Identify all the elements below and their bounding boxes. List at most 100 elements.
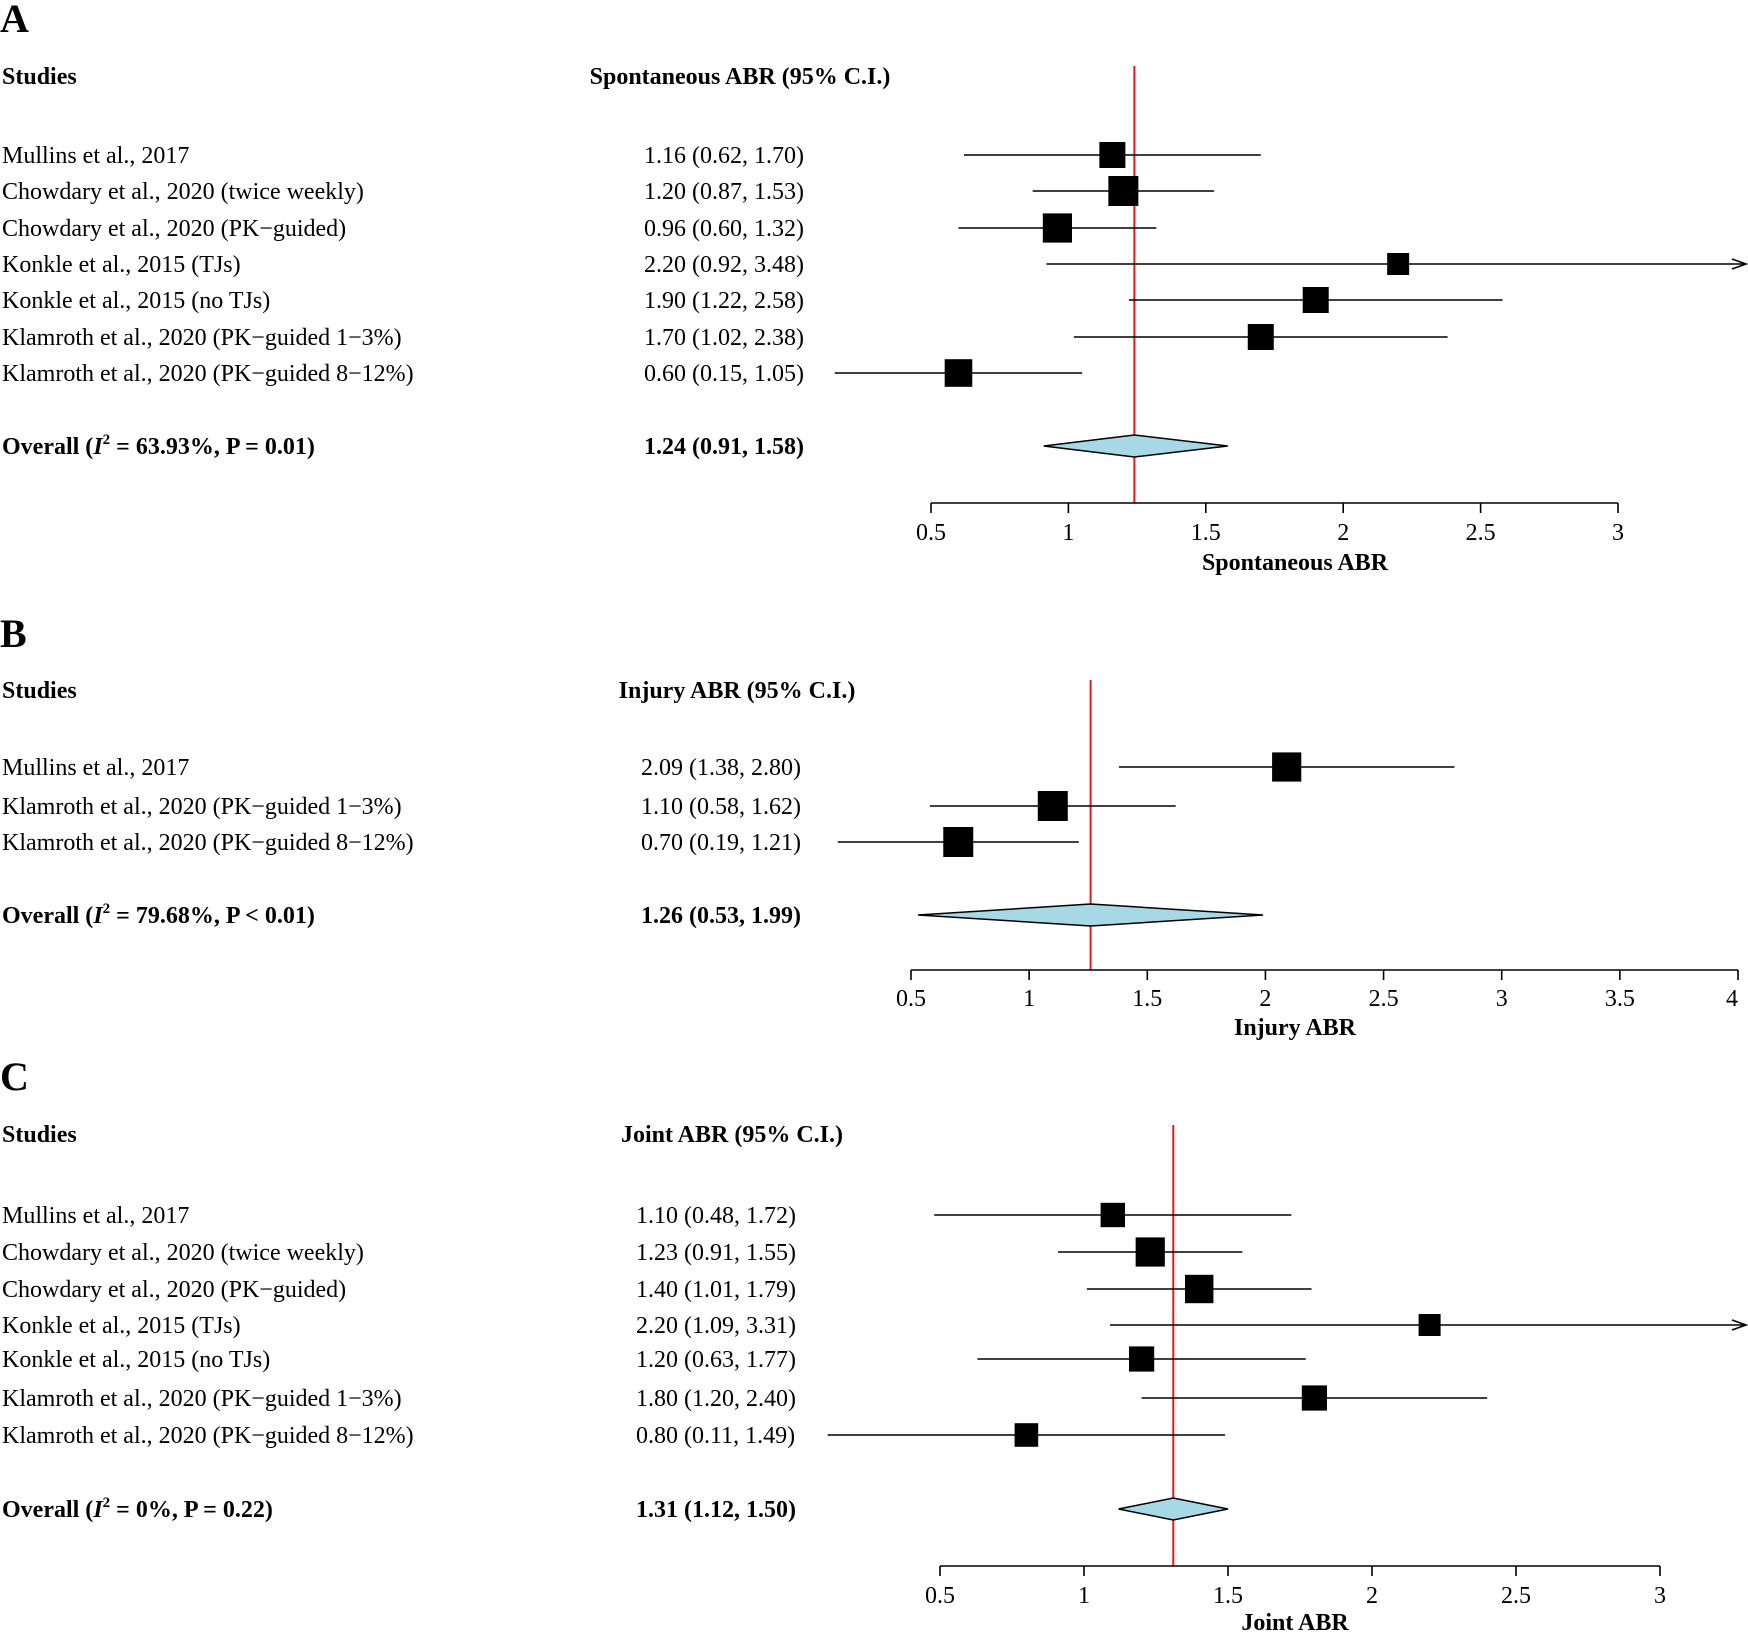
point-estimate-marker bbox=[1301, 1385, 1327, 1411]
studies-header: Studies bbox=[2, 678, 77, 704]
point-estimate-marker bbox=[1418, 1314, 1441, 1336]
studies-header: Studies bbox=[2, 64, 77, 90]
study-estimate-text: 1.20 (0.63, 1.77) bbox=[636, 1347, 796, 1373]
point-estimate-marker bbox=[1135, 1237, 1165, 1267]
study-row: Klamroth et al., 2020 (PK−guided 1−3%) 1.… bbox=[2, 1385, 1488, 1412]
x-tick-label: 3 bbox=[1496, 986, 1508, 1012]
study-row: Konkle et al., 2015 (TJs) 2.20 (0.92, 3.4… bbox=[2, 252, 1748, 278]
overall-label: Overall (I2 = 0%, P = 0.22) bbox=[2, 1495, 273, 1523]
study-name: Klamroth et al., 2020 (PK−guided 1−3%) bbox=[2, 794, 402, 820]
study-name: Konkle et al., 2015 (TJs) bbox=[2, 1313, 241, 1339]
point-estimate-marker bbox=[1108, 176, 1139, 206]
study-estimate-text: 1.40 (1.01, 1.79) bbox=[636, 1277, 796, 1303]
panel-a-forest-plot: A Studies Spontaneous ABR (95% C.I.) Mullin… bbox=[0, 0, 1748, 576]
study-row: Klamroth et al., 2020 (PK−guided 1−3%) 1.… bbox=[2, 791, 1176, 821]
study-estimate-text: 1.10 (0.58, 1.62) bbox=[641, 794, 801, 820]
study-row: Klamroth et al., 2020 (PK−guided 8−12%) 0… bbox=[2, 827, 1079, 857]
x-tick-label: 2 bbox=[1366, 1583, 1378, 1609]
x-axis: 0.5 1 1.5 2 2.5 3 Joint ABR bbox=[925, 1565, 1666, 1636]
study-name: Chowdary et al., 2020 (PK−guided) bbox=[2, 216, 346, 242]
point-estimate-marker bbox=[1042, 213, 1073, 243]
study-estimate-text: 1.90 (1.22, 2.58) bbox=[644, 288, 804, 314]
study-name: Konkle et al., 2015 (no TJs) bbox=[2, 288, 270, 314]
point-estimate-marker bbox=[1247, 324, 1274, 350]
x-tick-label: 3 bbox=[1654, 1583, 1666, 1609]
study-estimate-text: 2.20 (1.09, 3.31) bbox=[636, 1313, 796, 1339]
study-name: Klamroth et al., 2020 (PK−guided 1−3%) bbox=[2, 1386, 402, 1412]
point-estimate-marker bbox=[1037, 791, 1068, 821]
overall-estimate-text: 1.31 (1.12, 1.50) bbox=[636, 1497, 796, 1523]
study-estimate-text: 0.60 (0.15, 1.05) bbox=[644, 361, 804, 387]
x-tick-label: 2.5 bbox=[1501, 1583, 1531, 1609]
overall-label: Overall (I2 = 63.93%, P = 0.01) bbox=[2, 432, 315, 460]
overall-diamond bbox=[918, 903, 1264, 927]
x-tick-label: 2 bbox=[1259, 986, 1271, 1012]
overall-estimate-text: 1.24 (0.91, 1.58) bbox=[644, 434, 804, 460]
estimate-header: Injury ABR (95% C.I.) bbox=[619, 678, 856, 704]
point-estimate-marker bbox=[1302, 287, 1329, 313]
study-name: Mullins et al., 2017 bbox=[2, 1203, 189, 1229]
point-estimate-marker bbox=[943, 827, 974, 857]
x-tick-label: 1.5 bbox=[1213, 1583, 1243, 1609]
point-estimate-marker bbox=[1185, 1274, 1214, 1304]
ci-arrow-right bbox=[1731, 258, 1748, 270]
study-name: Konkle et al., 2015 (TJs) bbox=[2, 252, 241, 278]
x-tick-label: 1 bbox=[1023, 986, 1035, 1012]
study-name: Klamroth et al., 2020 (PK−guided 8−12%) bbox=[2, 1423, 414, 1449]
study-name: Chowdary et al., 2020 (twice weekly) bbox=[2, 1240, 364, 1266]
study-row: Klamroth et al., 2020 (PK−guided 8−12%) 0… bbox=[2, 359, 1083, 387]
x-tick-label: 1 bbox=[1078, 1583, 1090, 1609]
study-row: Chowdary et al., 2020 (PK−guided) 0.96 (0… bbox=[2, 213, 1157, 243]
x-axis: 0.5 1 1.5 2 2.5 3 Spontaneous ABR bbox=[916, 502, 1624, 576]
study-row: Chowdary et al., 2020 (PK−guided) 1.40 (1… bbox=[2, 1274, 1312, 1304]
overall-row: Overall (I2 = 63.93%, P = 0.01) 1.24 (0.9… bbox=[2, 432, 1228, 460]
x-tick-label: 1 bbox=[1062, 520, 1074, 546]
study-row: Klamroth et al., 2020 (PK−guided 1−3%) 1.… bbox=[2, 324, 1448, 351]
study-name: Konkle et al., 2015 (no TJs) bbox=[2, 1347, 270, 1373]
study-row: Mullins et al., 2017 2.09 (1.38, 2.80) bbox=[2, 752, 1455, 782]
study-row: Konkle et al., 2015 (no TJs) 1.90 (1.22, … bbox=[2, 287, 1503, 314]
panel-label: C bbox=[0, 1054, 29, 1099]
overall-diamond bbox=[1118, 1497, 1229, 1521]
study-name: Chowdary et al., 2020 (twice weekly) bbox=[2, 179, 364, 205]
point-estimate-marker bbox=[1100, 1202, 1125, 1228]
x-tick-label: 4 bbox=[1726, 986, 1738, 1012]
overall-label: Overall (I2 = 79.68%, P < 0.01) bbox=[2, 901, 315, 929]
study-row: Chowdary et al., 2020 (twice weekly) 1.20… bbox=[2, 176, 1215, 206]
ci-arrow-right bbox=[1731, 1319, 1748, 1331]
study-name: Chowdary et al., 2020 (PK−guided) bbox=[2, 1277, 346, 1303]
study-estimate-text: 1.80 (1.20, 2.40) bbox=[636, 1386, 796, 1412]
x-axis: 0.5 1 1.5 2 2.5 3 3.5 4 Injury ABR bbox=[896, 969, 1739, 1041]
study-estimate-text: 1.10 (0.48, 1.72) bbox=[636, 1203, 796, 1229]
study-row: Konkle et al., 2015 (no TJs) 1.20 (0.63, … bbox=[2, 1346, 1306, 1373]
x-tick-label: 3 bbox=[1612, 520, 1624, 546]
x-tick-label: 0.5 bbox=[925, 1583, 955, 1609]
panel-b-forest-plot: B Studies Injury ABR (95% C.I.) Mullins et … bbox=[0, 611, 1739, 1041]
x-tick-label: 2.5 bbox=[1466, 520, 1496, 546]
x-tick-label: 1.5 bbox=[1132, 986, 1162, 1012]
study-name: Mullins et al., 2017 bbox=[2, 143, 189, 169]
point-estimate-marker bbox=[1014, 1423, 1039, 1447]
overall-diamond bbox=[1043, 434, 1228, 458]
study-row: Mullins et al., 2017 1.16 (0.62, 1.70) bbox=[2, 142, 1261, 169]
point-estimate-marker bbox=[1387, 253, 1410, 275]
study-name: Klamroth et al., 2020 (PK−guided 8−12%) bbox=[2, 830, 414, 856]
point-estimate-marker bbox=[1272, 752, 1302, 782]
study-estimate-text: 1.16 (0.62, 1.70) bbox=[644, 143, 804, 169]
study-name: Mullins et al., 2017 bbox=[2, 755, 189, 781]
study-name: Klamroth et al., 2020 (PK−guided 8−12%) bbox=[2, 361, 414, 387]
study-estimate-text: 1.70 (1.02, 2.38) bbox=[644, 325, 804, 351]
study-estimate-text: 1.20 (0.87, 1.53) bbox=[644, 179, 804, 205]
x-tick-label: 0.5 bbox=[916, 520, 946, 546]
panel-label: B bbox=[0, 611, 27, 656]
study-row: Chowdary et al., 2020 (twice weekly) 1.23… bbox=[2, 1237, 1243, 1267]
study-estimate-text: 2.20 (0.92, 3.48) bbox=[644, 252, 804, 278]
point-estimate-marker bbox=[944, 359, 973, 387]
panel-label: A bbox=[0, 0, 29, 41]
estimate-header: Joint ABR (95% C.I.) bbox=[621, 1122, 843, 1148]
x-tick-label: 1.5 bbox=[1191, 520, 1221, 546]
overall-estimate-text: 1.26 (0.53, 1.99) bbox=[641, 903, 801, 929]
x-tick-label: 0.5 bbox=[896, 986, 926, 1012]
